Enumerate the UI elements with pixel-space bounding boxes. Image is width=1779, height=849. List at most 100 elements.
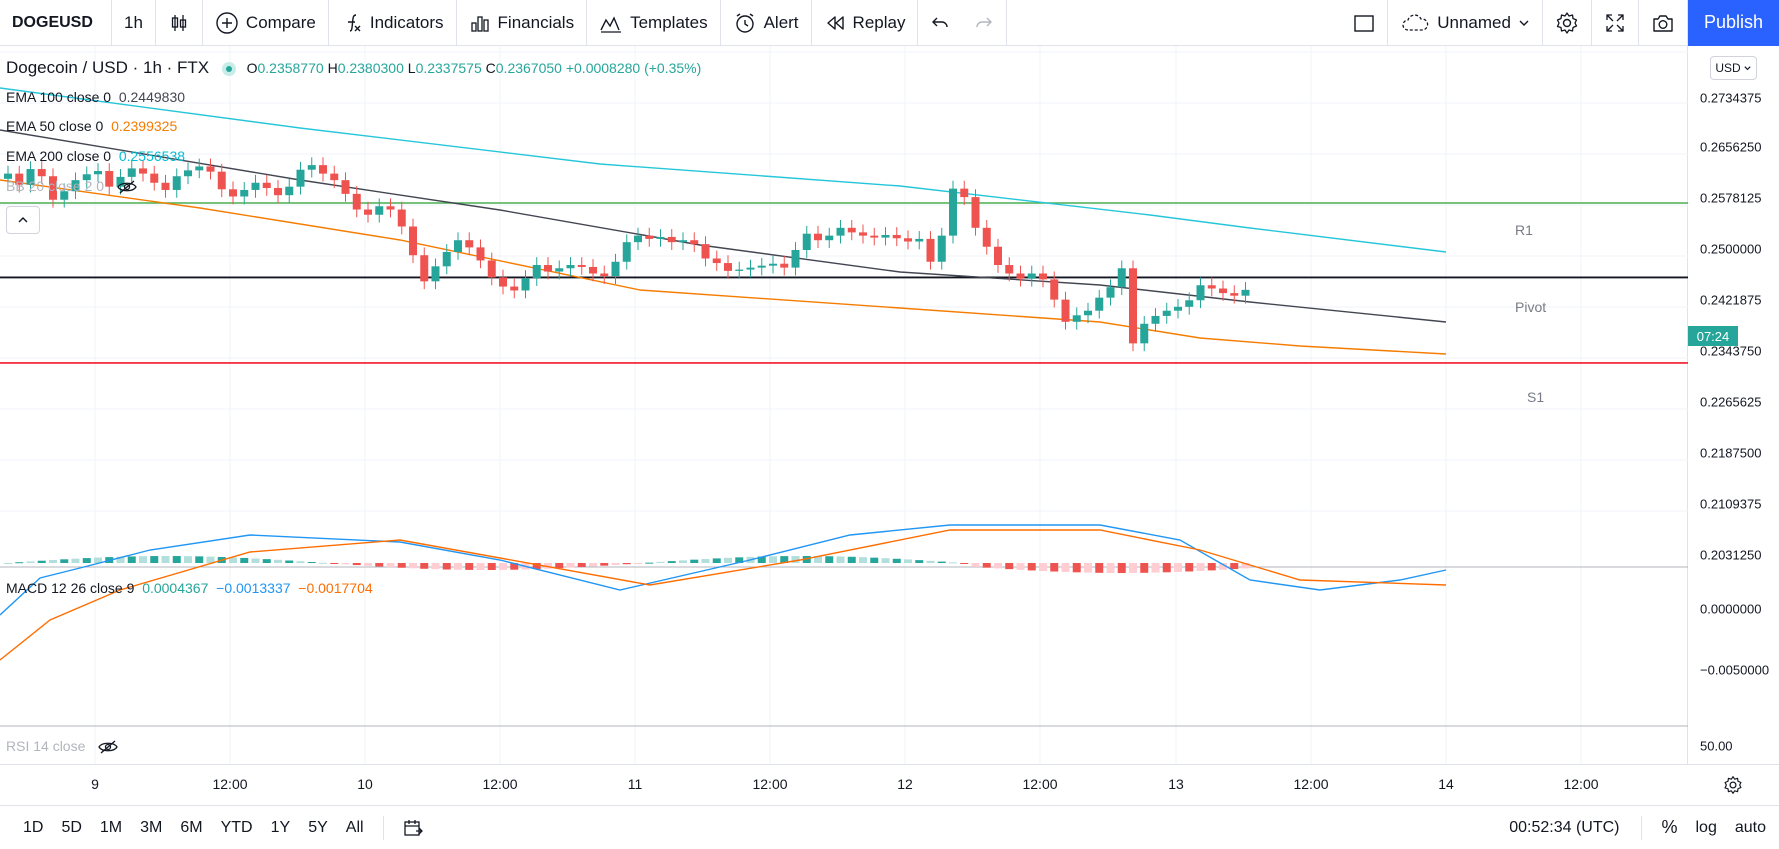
price-tick: 0.2031250 <box>1700 547 1762 563</box>
candle-body <box>971 197 980 228</box>
candle-body <box>307 165 316 170</box>
macd-histogram-bar <box>892 558 901 563</box>
ema200-value: 0.2556538 <box>118 148 186 164</box>
macd-histogram-bar <box>1005 563 1014 570</box>
macd-histogram-bar <box>1207 563 1216 571</box>
gear-icon[interactable] <box>1723 775 1743 795</box>
macd-histogram-bar <box>15 562 24 564</box>
percent-toggle[interactable]: % <box>1661 817 1678 837</box>
macd-hist-value: 0.0004367 <box>142 580 209 596</box>
replay-button[interactable]: Replay <box>812 0 919 46</box>
financials-button[interactable]: Financials <box>457 0 588 46</box>
interval-button[interactable]: 1h <box>112 0 156 46</box>
candle-body <box>1106 287 1115 298</box>
macd-histogram-bar <box>1117 563 1126 573</box>
macd-histogram-bar <box>375 563 384 567</box>
symbol-search-button[interactable]: DOGEUSD <box>0 0 112 46</box>
indicators-button[interactable]: Indicators <box>329 0 457 46</box>
candle-body <box>386 206 395 210</box>
macd-legend[interactable]: MACD 12 26 close 9 0.0004367 −0.0013337 … <box>6 580 373 596</box>
chart-area[interactable] <box>0 46 1688 764</box>
layout-name-button[interactable]: Unnamed <box>1388 0 1543 46</box>
log-toggle[interactable]: log <box>1695 818 1717 836</box>
eye-hidden-icon[interactable] <box>116 179 138 195</box>
range-5y[interactable]: 5Y <box>308 818 328 836</box>
currency-selector[interactable]: USD <box>1710 56 1757 80</box>
price-scale[interactable]: 0.2734375 0.2656250 0.2578125 0.2500000 … <box>1688 46 1779 764</box>
range-1y[interactable]: 1Y <box>270 818 291 836</box>
undo-button[interactable] <box>918 0 962 46</box>
macd-histogram-bar <box>611 563 620 565</box>
candle-body <box>600 273 609 277</box>
utc-clock[interactable]: 00:52:34 (UTC) <box>1509 818 1620 836</box>
price-tick: 0.2656250 <box>1700 139 1762 155</box>
macd-histogram-bar <box>60 559 69 563</box>
change-value: +0.0008280 (+0.35%) <box>565 60 702 76</box>
candle-body <box>982 227 991 247</box>
fullscreen-button[interactable] <box>1592 0 1639 46</box>
chart-canvas[interactable] <box>0 46 1688 764</box>
macd-histogram-bar <box>1016 563 1025 570</box>
candle-body <box>622 242 631 262</box>
range-5d[interactable]: 5D <box>61 818 82 836</box>
publish-button[interactable]: Publish <box>1687 0 1779 46</box>
plus-circle-icon <box>216 11 238 34</box>
snapshot-button[interactable] <box>1639 0 1688 46</box>
ema100-legend[interactable]: EMA 100 close 0 0.2449830 <box>6 89 185 105</box>
candle-body <box>825 235 834 241</box>
macd-histogram-bar <box>127 556 136 563</box>
macd-histogram-bar <box>589 563 597 567</box>
templates-button[interactable]: Templates <box>587 0 721 46</box>
macd-label: MACD 12 26 close 9 <box>6 580 135 596</box>
macd-histogram-bar <box>859 557 867 563</box>
candle-body <box>71 180 80 192</box>
candle-body <box>1039 273 1047 280</box>
candle-body <box>37 169 46 177</box>
camera-icon <box>1653 14 1673 32</box>
macd-histogram-bar <box>499 563 507 570</box>
candle-body <box>566 265 575 269</box>
range-1d[interactable]: 1D <box>23 818 44 836</box>
time-tick: 12 <box>897 776 913 792</box>
time-scale[interactable]: 9 12:00 10 12:00 11 12:00 12 12:00 13 12… <box>0 764 1779 805</box>
ema50-legend[interactable]: EMA 50 close 0 0.2399325 <box>6 118 177 134</box>
candle-body <box>1241 289 1250 296</box>
ema200-legend[interactable]: EMA 200 close 0 0.2556538 <box>6 148 185 164</box>
redo-button[interactable] <box>962 0 1008 46</box>
rsi-legend[interactable]: RSI 14 close <box>6 738 119 755</box>
macd-histogram-bar <box>712 558 721 563</box>
rsi-tick: 50.00 <box>1700 738 1733 754</box>
eye-hidden-icon[interactable] <box>97 739 119 755</box>
high-value: 0.2380300 <box>337 60 404 76</box>
macd-histogram-bar <box>825 556 834 563</box>
macd-histogram-bar <box>465 563 474 570</box>
compare-button[interactable]: Compare <box>203 0 329 46</box>
macd-histogram-bar <box>1196 563 1205 571</box>
macd-histogram-bar <box>656 561 665 563</box>
macd-histogram-bar <box>476 563 485 570</box>
calendar-range-icon[interactable] <box>402 817 424 839</box>
range-3m[interactable]: 3M <box>140 818 163 836</box>
alert-button[interactable]: Alert <box>721 0 812 46</box>
collapse-legend-button[interactable] <box>6 206 40 234</box>
range-1m[interactable]: 1M <box>99 818 123 836</box>
macd-histogram-bar <box>319 562 327 564</box>
macd-histogram-bar <box>724 557 732 563</box>
range-6m[interactable]: 6M <box>180 818 203 836</box>
bb-legend[interactable]: BB 20 close 2 0 <box>6 178 138 195</box>
range-all[interactable]: All <box>345 818 364 836</box>
macd-histogram-bar <box>352 563 361 566</box>
legend-title[interactable]: Dogecoin / USD · 1h · FTX <box>6 58 210 77</box>
financials-label: Financials <box>497 12 575 32</box>
fullscreen-layout-button[interactable] <box>1341 0 1389 46</box>
macd-histogram-bar <box>1241 563 1250 569</box>
auto-toggle[interactable]: auto <box>1734 818 1766 836</box>
macd-histogram-bar <box>251 558 260 563</box>
settings-button[interactable] <box>1543 0 1592 46</box>
macd-line <box>0 524 1447 616</box>
chart-type-button[interactable] <box>156 0 203 46</box>
candle-body <box>4 173 12 179</box>
candle-body <box>1084 310 1092 316</box>
candle-body <box>420 255 429 282</box>
range-ytd[interactable]: YTD <box>220 818 253 836</box>
